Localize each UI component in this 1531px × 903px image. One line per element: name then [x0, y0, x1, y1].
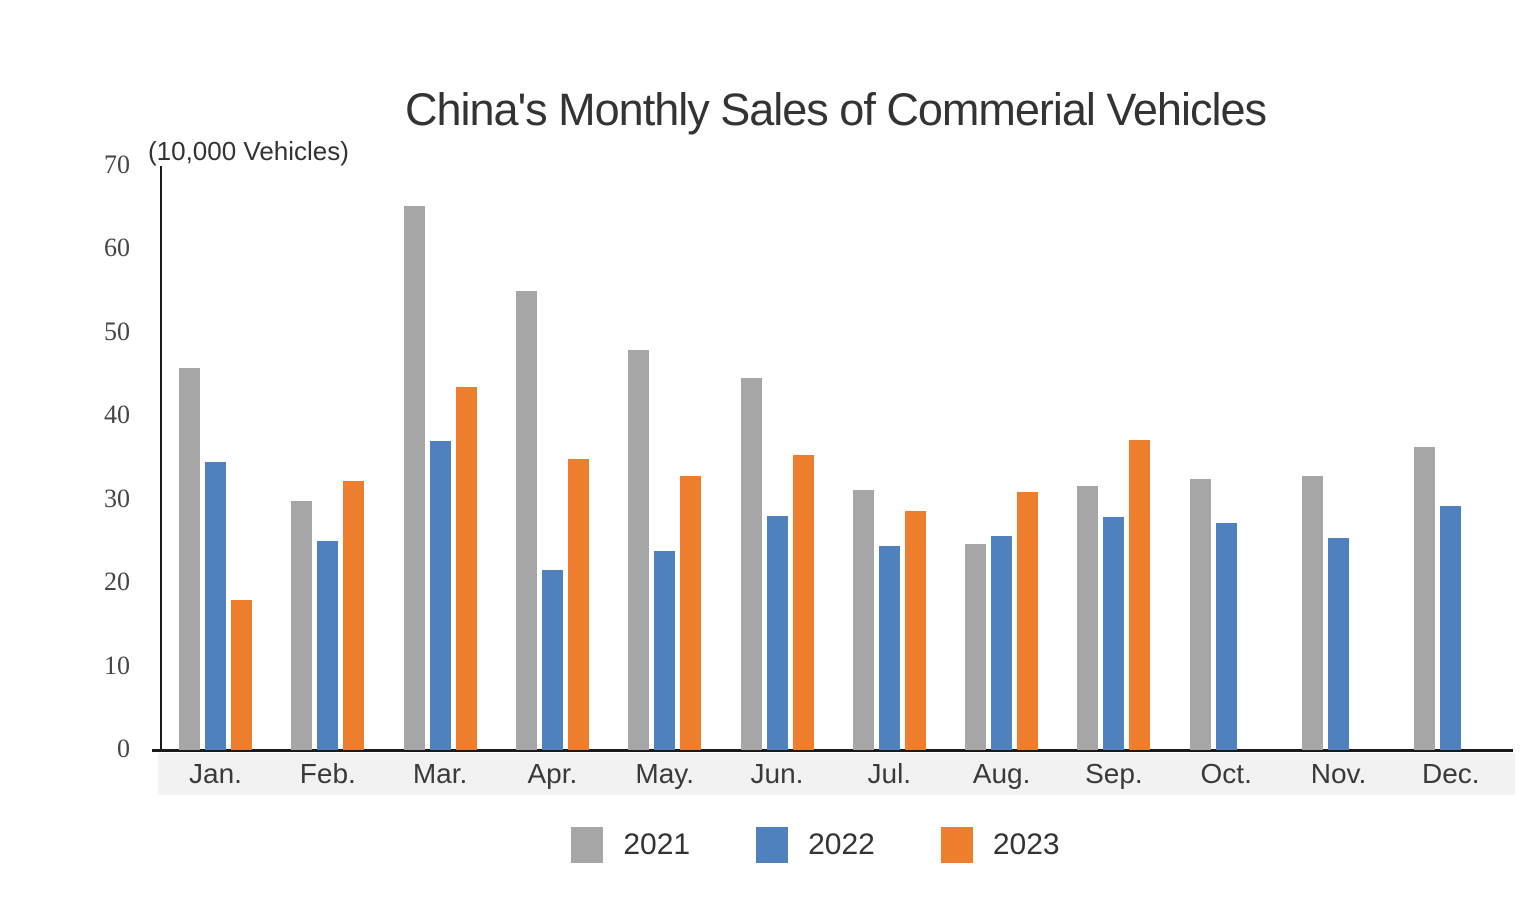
bar-2023-jan — [231, 599, 252, 750]
x-label-feb: Feb. — [299, 758, 356, 789]
legend-item-2021: 2021 — [571, 827, 690, 863]
bar-2023-may — [680, 475, 702, 750]
y-axis-line — [160, 166, 162, 750]
bar-2021-may — [628, 349, 650, 750]
bar-2023-jul — [904, 510, 926, 750]
x-axis-band — [158, 753, 1515, 795]
bar-2022-feb — [317, 541, 339, 750]
bar-2021-apr — [515, 291, 537, 750]
bar-2021-nov — [1302, 476, 1323, 750]
x-label-oct: Oct. — [1200, 758, 1252, 789]
bar-2021-oct — [1189, 478, 1211, 750]
bar-2021-dec — [1414, 447, 1436, 750]
x-axis-line — [152, 749, 1513, 752]
bar-2022-jul — [878, 546, 900, 750]
y-tick-label-30: 30 — [104, 483, 130, 513]
x-label-jun: Jun. — [750, 758, 804, 789]
x-label-aug: Aug. — [972, 758, 1031, 789]
legend-item-2022: 2022 — [756, 827, 875, 863]
x-label-sep: Sep. — [1085, 758, 1143, 789]
legend-swatch-2023 — [940, 827, 973, 863]
legend-label-2021: 2021 — [623, 828, 691, 861]
bar-2023-aug — [1017, 492, 1039, 750]
legend: 2021 2022 2023 — [100, 822, 1531, 868]
y-tick-label-60: 60 — [104, 233, 130, 263]
bar-2023-jun — [792, 454, 814, 750]
bar-2022-jan — [205, 462, 226, 750]
bar-2023-sep — [1129, 440, 1151, 750]
bar-2021-sep — [1077, 486, 1099, 750]
chart-title: China's Monthly Sales of Commerial Vehic… — [405, 84, 1267, 135]
legend-label-2022: 2022 — [808, 828, 875, 861]
bar-2023-feb — [343, 480, 365, 750]
x-label-nov: Nov. — [1310, 758, 1367, 789]
bar-2021-feb — [291, 501, 313, 750]
x-label-jul: Jul. — [867, 758, 912, 789]
bar-2023-mar — [455, 387, 477, 750]
bar-2023-apr — [567, 458, 589, 750]
x-label-may: May. — [635, 758, 694, 789]
plot-area — [152, 166, 1513, 752]
y-tick-label-0: 0 — [117, 734, 130, 763]
bar-2021-mar — [403, 206, 425, 750]
bar-2022-dec — [1440, 506, 1462, 750]
bar-2022-aug — [991, 535, 1013, 750]
bar-2021-jan — [179, 367, 200, 750]
x-label-mar: Mar. — [412, 758, 468, 789]
axis-unit-label: (10,000 Vehicles) — [148, 136, 349, 166]
bar-2021-jul — [852, 489, 874, 750]
legend-swatch-2022 — [756, 827, 789, 863]
bar-2022-mar — [429, 441, 451, 750]
y-tick-label-50: 50 — [104, 316, 130, 346]
x-label-dec: Dec. — [1422, 758, 1480, 789]
y-tick-label-10: 10 — [104, 650, 130, 680]
y-tick-label-20: 20 — [104, 567, 130, 597]
bar-2022-sep — [1103, 517, 1125, 750]
bar-2022-apr — [541, 569, 563, 750]
legend-item-2023: 2023 — [940, 827, 1060, 863]
x-label-apr: Apr. — [527, 758, 578, 789]
legend-swatch-2021 — [571, 827, 604, 863]
legend-label-2023: 2023 — [992, 828, 1060, 861]
bar-2022-oct — [1215, 523, 1237, 750]
bar-2021-aug — [965, 543, 987, 750]
x-label-jan: Jan. — [189, 758, 242, 789]
y-tick-label-40: 40 — [104, 400, 130, 430]
bar-2022-jun — [766, 515, 788, 750]
bar-2022-nov — [1328, 538, 1349, 750]
bar-2022-may — [654, 550, 676, 750]
y-tick-label-70: 70 — [104, 150, 130, 179]
bar-2021-jun — [740, 377, 762, 750]
